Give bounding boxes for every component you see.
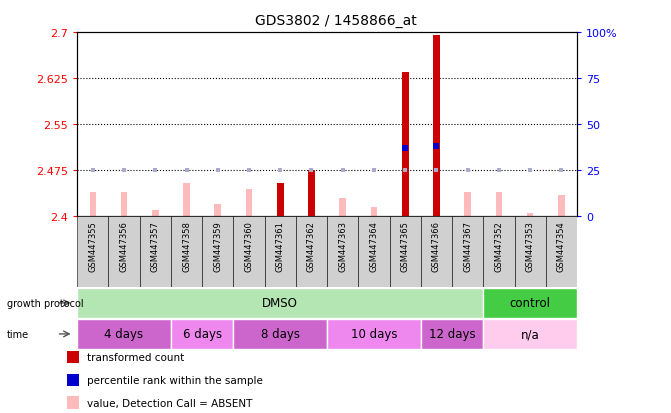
Text: value, Detection Call = ABSENT: value, Detection Call = ABSENT xyxy=(87,398,252,408)
Bar xyxy=(433,36,440,217)
Bar xyxy=(183,183,190,217)
Text: GSM447367: GSM447367 xyxy=(463,221,472,271)
Bar xyxy=(171,319,234,349)
Text: GSM447366: GSM447366 xyxy=(432,221,441,271)
Bar xyxy=(340,198,346,217)
Text: 4 days: 4 days xyxy=(105,328,144,341)
Text: GSM447362: GSM447362 xyxy=(307,221,316,271)
Text: GSM447361: GSM447361 xyxy=(276,221,285,271)
Bar xyxy=(483,217,515,287)
Text: GDS3802 / 1458866_at: GDS3802 / 1458866_at xyxy=(254,14,417,28)
Text: GSM447352: GSM447352 xyxy=(495,221,503,271)
Text: 10 days: 10 days xyxy=(351,328,397,341)
Bar xyxy=(109,217,140,287)
Text: transformed count: transformed count xyxy=(87,352,185,362)
Bar xyxy=(358,217,390,287)
Text: GSM447364: GSM447364 xyxy=(370,221,378,271)
Bar xyxy=(152,211,158,217)
Text: GSM447353: GSM447353 xyxy=(525,221,535,271)
Bar xyxy=(77,288,483,318)
Bar xyxy=(452,217,483,287)
Bar xyxy=(483,288,577,318)
Bar xyxy=(89,192,96,217)
Text: 6 days: 6 days xyxy=(183,328,221,341)
Bar xyxy=(370,208,377,217)
Bar xyxy=(234,319,327,349)
Bar xyxy=(390,217,421,287)
Text: GSM447356: GSM447356 xyxy=(119,221,129,271)
Text: GSM447363: GSM447363 xyxy=(338,221,347,271)
Bar xyxy=(171,217,202,287)
Bar xyxy=(202,217,234,287)
Bar xyxy=(327,319,421,349)
Bar xyxy=(308,171,315,217)
Bar xyxy=(140,217,171,287)
Bar xyxy=(327,217,358,287)
Bar xyxy=(515,217,546,287)
Bar xyxy=(121,192,127,217)
Bar xyxy=(277,183,284,217)
Bar xyxy=(77,217,109,287)
Text: GSM447355: GSM447355 xyxy=(89,221,97,271)
Text: GSM447354: GSM447354 xyxy=(557,221,566,271)
Text: DMSO: DMSO xyxy=(262,297,298,310)
Bar xyxy=(264,217,296,287)
Text: time: time xyxy=(7,329,29,339)
Bar xyxy=(483,319,577,349)
Text: percentile rank within the sample: percentile rank within the sample xyxy=(87,375,263,385)
Bar xyxy=(421,217,452,287)
Text: 8 days: 8 days xyxy=(261,328,300,341)
Text: growth protocol: growth protocol xyxy=(7,298,83,308)
Text: GSM447360: GSM447360 xyxy=(244,221,254,271)
Text: GSM447358: GSM447358 xyxy=(182,221,191,271)
Bar xyxy=(496,192,502,217)
Text: control: control xyxy=(510,297,551,310)
Bar xyxy=(234,217,264,287)
Bar xyxy=(215,204,221,217)
Bar xyxy=(464,192,471,217)
Bar xyxy=(421,319,483,349)
Text: GSM447357: GSM447357 xyxy=(151,221,160,271)
Bar xyxy=(77,319,171,349)
Bar xyxy=(402,73,409,217)
Bar xyxy=(527,214,533,217)
Bar xyxy=(546,217,577,287)
Text: n/a: n/a xyxy=(521,328,539,341)
Bar xyxy=(296,217,327,287)
Text: GSM447365: GSM447365 xyxy=(401,221,410,271)
Bar xyxy=(246,189,252,217)
Text: GSM447359: GSM447359 xyxy=(213,221,222,271)
Text: 12 days: 12 days xyxy=(429,328,475,341)
Bar xyxy=(558,195,565,217)
